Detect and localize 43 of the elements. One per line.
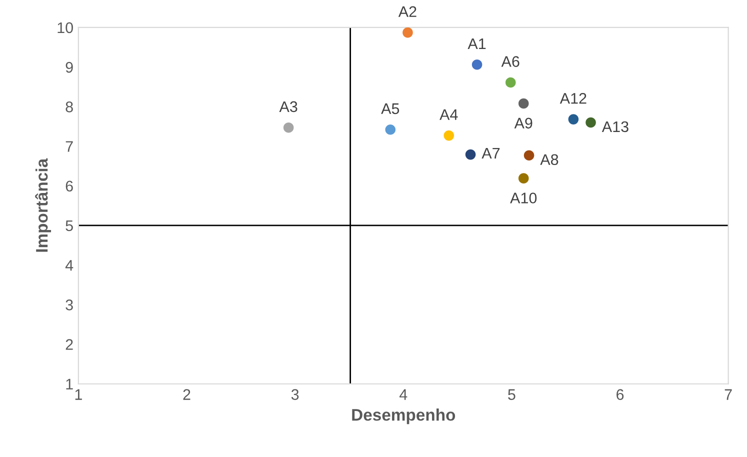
x-tick-label: 4	[399, 389, 408, 400]
point	[518, 98, 529, 109]
y-tick-label: 2	[66, 339, 73, 350]
series-label: A10	[510, 192, 537, 204]
y-tick-label: 10	[58, 22, 73, 34]
point	[402, 27, 413, 38]
y-tick-label: 4	[65, 260, 74, 271]
y-tick-label: 6	[66, 180, 73, 192]
x-axis-title: Desempenho	[352, 408, 456, 424]
point	[568, 114, 579, 124]
point	[444, 130, 454, 141]
series-label: A7	[482, 148, 500, 159]
x-tick-label: 1	[75, 389, 82, 400]
x-tick-label: 6	[616, 389, 624, 400]
y-tick-label: 9	[66, 62, 73, 73]
series-label: A12	[560, 92, 586, 104]
series-label: A8	[540, 154, 558, 166]
y-tick-label: 5	[66, 220, 73, 232]
point	[505, 77, 516, 88]
y-axis-title: Importância	[35, 158, 52, 252]
point	[283, 122, 294, 133]
point	[385, 124, 396, 135]
series-label: A1	[468, 38, 486, 49]
series-label: A3	[279, 101, 298, 112]
y-tick-label: 3	[66, 300, 73, 310]
series-label: A6	[501, 56, 520, 67]
x-tick-label: 5	[508, 389, 516, 400]
series-label: A4	[440, 109, 458, 120]
series-label: A5	[381, 103, 400, 114]
series-label: A13	[602, 121, 628, 132]
point	[465, 149, 476, 160]
series-label: A2	[398, 6, 416, 17]
series-label: A9	[514, 118, 532, 129]
y-tick-label: 8	[66, 102, 73, 112]
x-tick-label: 2	[183, 389, 190, 400]
point	[586, 117, 596, 128]
point	[518, 173, 529, 184]
point	[524, 150, 534, 160]
point	[472, 60, 482, 70]
x-tick-label: 7	[724, 389, 732, 400]
x-tick-label: 3	[291, 389, 299, 400]
y-tick-label: 1	[66, 378, 73, 390]
y-tick-label: 7	[66, 141, 73, 152]
